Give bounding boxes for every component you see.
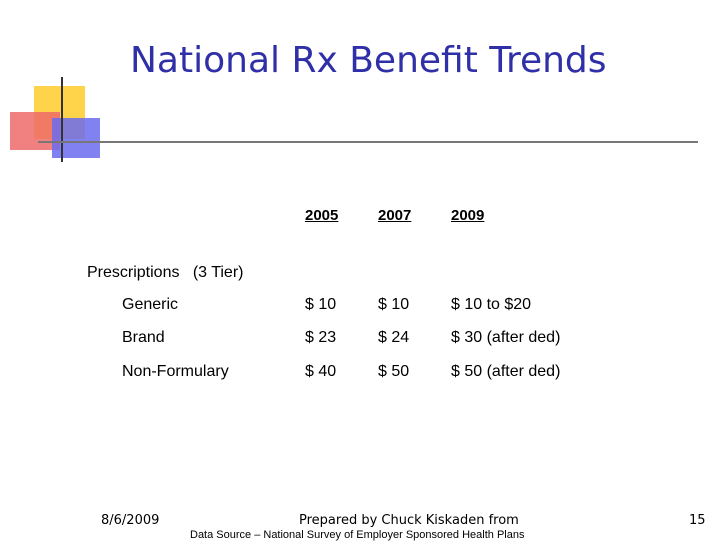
- year-header-2007: 2007: [378, 207, 412, 224]
- row-label-brand: Brand: [122, 329, 165, 346]
- table-cell: $ 10 to $20: [451, 296, 532, 313]
- decorative-blue-square: [52, 118, 100, 158]
- table-cell: $ 10: [378, 296, 410, 313]
- table-cell: $ 10: [305, 296, 337, 313]
- decorative-vertical-line: [61, 77, 63, 162]
- slide-title: National Rx Benefit Trends: [130, 40, 607, 81]
- footer-date: 8/6/2009: [101, 513, 160, 528]
- table-cell: $ 24: [378, 329, 410, 346]
- section-label: Prescriptions (3 Tier): [87, 264, 244, 281]
- table-cell: $ 23: [305, 329, 337, 346]
- title-divider-line: [38, 141, 698, 143]
- row-label-non-formulary: Non-Formulary: [122, 363, 229, 380]
- row-label-generic: Generic: [122, 296, 179, 313]
- decorative-red-square: [10, 112, 60, 150]
- table-cell: $ 50: [378, 363, 410, 380]
- footer-prepared-by: Prepared by Chuck Kiskaden from: [299, 513, 519, 528]
- year-header-2009: 2009: [451, 207, 485, 224]
- year-header-2005: 2005: [305, 207, 339, 224]
- table-cell: $ 30 (after ded): [451, 329, 561, 346]
- table-cell: $ 50 (after ded): [451, 363, 561, 380]
- table-cell: $ 40: [305, 363, 337, 380]
- footer-data-source: Data Source – National Survey of Employe…: [190, 529, 525, 541]
- page-number: 15: [689, 513, 706, 528]
